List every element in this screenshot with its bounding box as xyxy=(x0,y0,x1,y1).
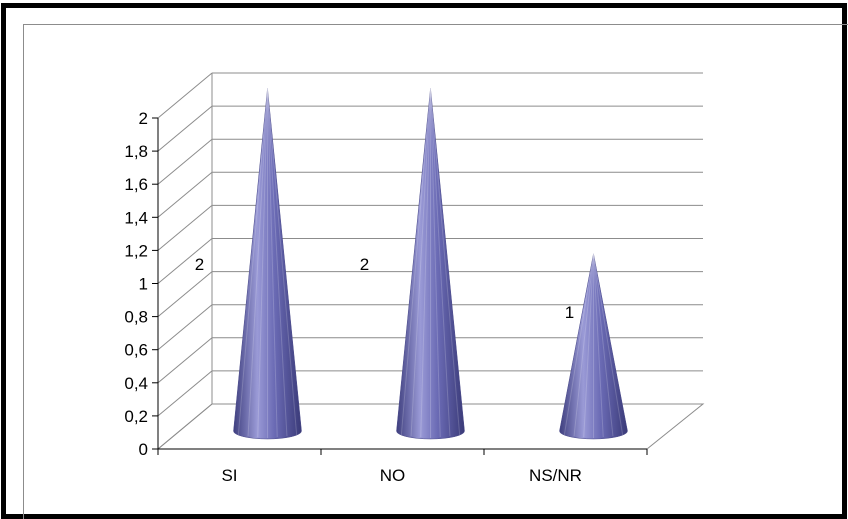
cone-no xyxy=(396,87,465,440)
gridline-side xyxy=(157,72,213,119)
x-tick-label: NS/NR xyxy=(529,466,582,485)
y-tick-label: 0,4 xyxy=(124,374,148,393)
y-axis-tick-labels: 0 0,2 0,4 0,6 0,8 1 1,2 1,4 1,6 1,8 2 xyxy=(124,109,148,459)
data-label: 2 xyxy=(360,255,369,274)
cone-facet xyxy=(267,87,298,436)
chart-area-border xyxy=(23,24,848,519)
cone-facet xyxy=(267,87,288,437)
x-axis-tick-labels: SI NO NS/NR xyxy=(221,466,581,485)
y-tick-label: 1,6 xyxy=(124,175,148,194)
cone-facet xyxy=(573,253,594,437)
y-tick-label: 0,6 xyxy=(124,341,148,360)
y-tick-label: 0,8 xyxy=(124,308,148,327)
gridline-side xyxy=(157,138,213,185)
cone-facet xyxy=(247,87,268,437)
gridline-side xyxy=(157,238,213,284)
cone-facet xyxy=(593,253,614,437)
cone-marks xyxy=(233,87,628,440)
cone-si xyxy=(233,87,302,440)
cone-facet xyxy=(593,253,604,438)
gridlines xyxy=(156,72,705,450)
gridline-side xyxy=(157,370,213,417)
cone-facet xyxy=(583,253,594,438)
cone-facet xyxy=(257,87,268,438)
cone-facet xyxy=(410,87,431,437)
cone-facet xyxy=(400,87,431,436)
y-tick-label: 0,2 xyxy=(124,407,148,426)
gridline-side xyxy=(157,105,213,152)
data-label: 1 xyxy=(565,303,574,322)
axes xyxy=(152,117,648,455)
gridline-side xyxy=(157,205,213,251)
y-tick-label: 2 xyxy=(139,109,148,128)
cone-facet xyxy=(430,87,441,438)
y-tick-label: 1 xyxy=(139,275,148,294)
y-tick-label: 1,4 xyxy=(124,208,148,227)
y-tick-label: 0 xyxy=(139,440,148,459)
cone-nsnr xyxy=(559,253,628,440)
gridline-side xyxy=(157,337,213,384)
cone-facet xyxy=(430,87,461,436)
data-label: 2 xyxy=(195,255,204,274)
gridline-side xyxy=(157,271,213,317)
data-labels: 2 2 1 xyxy=(195,255,574,322)
x-tick-label: SI xyxy=(221,466,237,485)
x-tick-label: NO xyxy=(380,466,406,485)
cone-facet xyxy=(420,87,431,438)
cone-facet xyxy=(593,253,624,436)
gridline-side xyxy=(157,171,213,218)
y-tick-label: 1,8 xyxy=(124,142,148,161)
gridline-side xyxy=(157,304,213,351)
cone-facet xyxy=(430,87,451,437)
cone-facet xyxy=(267,87,278,438)
cone-facet xyxy=(237,87,268,436)
cone-facet xyxy=(563,253,594,436)
y-tick-label: 1,2 xyxy=(124,241,148,260)
